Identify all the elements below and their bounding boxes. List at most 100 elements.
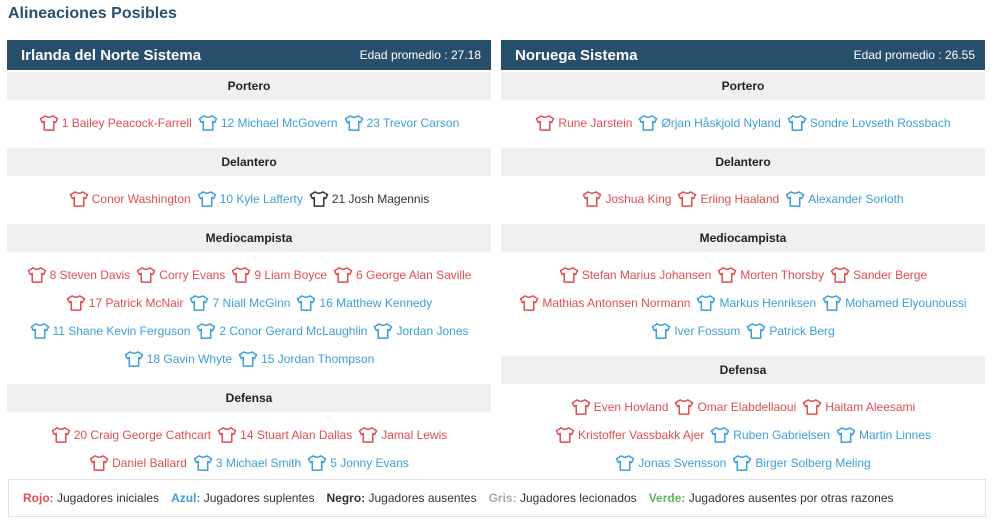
legend-text: Jugadores suplentes [203, 491, 315, 505]
player-link[interactable]: 17 Patrick McNair [66, 294, 183, 312]
player-link[interactable]: Even Hovland [571, 398, 668, 416]
player-link[interactable]: Jamal Lewis [358, 426, 447, 444]
position-header: Delantero [501, 148, 985, 176]
shirt-icon [51, 427, 71, 443]
player-name: Haitam Aleesami [825, 400, 916, 414]
shirt-icon [710, 427, 730, 443]
team-name[interactable]: Noruega Sistema [515, 46, 638, 64]
legend-text: Jugadores ausentes [368, 491, 477, 505]
shirt-icon [197, 191, 216, 207]
shirt-icon [297, 295, 316, 311]
legend-key: Verde: [648, 491, 686, 505]
player-link[interactable]: 20 Craig George Cathcart [51, 426, 211, 444]
player-link[interactable]: 9 Liam Boyce [231, 266, 327, 284]
player-link[interactable]: Morten Thorsby [717, 266, 824, 284]
shirt-icon [124, 351, 144, 367]
player-link[interactable]: Alexander Sorloth [785, 190, 904, 208]
legend-text: Jugadores ausentes por otras razones [688, 491, 894, 505]
team-name[interactable]: Irlanda del Norte Sistema [21, 46, 202, 64]
player-link[interactable]: 5 Jonny Evans [307, 454, 409, 472]
player-row: Joshua King Erling Haaland Alexander Sorlo… [501, 185, 985, 213]
player-name: 6 George Alan Saville [356, 268, 472, 282]
player-link[interactable]: 6 George Alan Saville [333, 266, 471, 284]
shirt-icon [69, 191, 89, 207]
player-name: Stefan Marius Johansen [581, 268, 712, 282]
shirt-icon [190, 295, 209, 311]
player-link[interactable]: Rune Jarstein [535, 114, 632, 132]
shirt-icon [802, 399, 822, 415]
shirt-icon [358, 427, 378, 443]
player-link[interactable]: Mohamed Elyounoussi [822, 294, 967, 312]
player-name: Markus Henriksen [719, 296, 817, 310]
player-name: 21 Josh Magennis [331, 192, 430, 206]
player-link[interactable]: Daniel Ballard [89, 454, 187, 472]
player-row: 8 Steven Davis Corry Evans 9 Liam Boyce 6 G… [7, 261, 491, 289]
player-link[interactable]: Markus Henriksen [696, 294, 816, 312]
player-link[interactable]: Birger Solberg Meling [732, 454, 871, 472]
player-link[interactable]: 14 Stuart Alan Dallas [217, 426, 352, 444]
player-name: Corry Evans [159, 268, 226, 282]
player-name: 20 Craig George Cathcart [73, 428, 212, 442]
player-link[interactable]: Erling Haaland [677, 190, 779, 208]
player-link[interactable]: Omar Elabdellaoui [674, 398, 796, 416]
player-link[interactable]: Ørjan Håskjold Nyland [638, 114, 781, 132]
player-group: Stefan Marius Johansen Morten Thorsby Sand… [501, 252, 985, 354]
player-name: 7 Niall McGinn [212, 296, 291, 310]
shirt-icon [559, 267, 579, 283]
shirt-icon [27, 267, 46, 283]
shirt-icon [374, 323, 393, 339]
player-link[interactable]: Mathias Antonsen Normann [519, 294, 690, 312]
player-name: Ørjan Håskjold Nyland [661, 116, 781, 130]
player-link[interactable]: 2 Conor Gerard McLaughlin [196, 322, 367, 340]
page-title: Alineaciones Posibles [8, 5, 177, 22]
player-link[interactable]: 16 Matthew Kennedy [296, 294, 432, 312]
player-link[interactable]: Haitam Aleesami [802, 398, 915, 416]
player-name: Ruben Gabrielsen [733, 428, 830, 442]
average-age: Edad promedio : 27.18 [359, 48, 481, 62]
player-link[interactable]: 23 Trevor Carson [344, 114, 459, 132]
player-link[interactable]: 1 Bailey Peacock-Farrell [39, 114, 192, 132]
position-header: Portero [501, 72, 985, 100]
player-link[interactable]: Kristoffer Vassbakk Ajer [555, 426, 704, 444]
player-link[interactable]: Iver Fossum [651, 322, 740, 340]
player-link[interactable]: 21 Josh Magennis [309, 190, 429, 208]
position-header: Defensa [501, 356, 985, 384]
player-link[interactable]: 3 Michael Smith [193, 454, 301, 472]
position-header: Mediocampista [7, 224, 491, 252]
legend-key: Negro: [326, 491, 366, 505]
shirt-icon [39, 115, 59, 131]
shirt-icon [717, 267, 737, 283]
player-link[interactable]: 10 Kyle Lafferty [197, 190, 303, 208]
player-link[interactable]: 7 Niall McGinn [189, 294, 290, 312]
player-link[interactable]: Stefan Marius Johansen [559, 266, 711, 284]
player-name: 9 Liam Boyce [254, 268, 328, 282]
player-link[interactable]: 12 Michael McGovern [198, 114, 338, 132]
player-link[interactable]: Sander Berge [830, 266, 927, 284]
shirt-icon [733, 455, 752, 471]
team-panel-home: Irlanda del Norte Sistema Edad promedio … [7, 40, 491, 486]
legend-item: Verde: Jugadores ausentes por otras razo… [649, 491, 894, 505]
player-link[interactable]: Sondre Lovseth Rossbach [787, 114, 951, 132]
player-name: Sander Berge [853, 268, 928, 282]
player-link[interactable]: Corry Evans [136, 266, 225, 284]
player-link[interactable]: Patrick Berg [746, 322, 835, 340]
player-name: 3 Michael Smith [215, 456, 302, 470]
player-link[interactable]: 11 Shane Kevin Ferguson [30, 322, 190, 340]
player-name: 2 Conor Gerard McLaughlin [219, 324, 368, 338]
player-link[interactable]: Martin Linnes [836, 426, 931, 444]
player-link[interactable]: Jordan Jones [373, 322, 469, 340]
player-link[interactable]: 15 Jordan Thompson [238, 350, 374, 368]
player-row: 20 Craig George Cathcart 14 Stuart Alan D… [7, 421, 491, 449]
player-link[interactable]: Conor Washington [69, 190, 191, 208]
player-link[interactable]: Ruben Gabrielsen [710, 426, 830, 444]
player-link[interactable]: 18 Gavin Whyte [124, 350, 232, 368]
shirt-icon [89, 455, 109, 471]
player-name: Erling Haaland [700, 192, 780, 206]
player-link[interactable]: Joshua King [582, 190, 671, 208]
shirt-icon [238, 351, 258, 367]
player-link[interactable]: 8 Steven Davis [27, 266, 130, 284]
position-header: Portero [7, 72, 491, 100]
team-header: Irlanda del Norte Sistema Edad promedio … [7, 40, 491, 70]
player-link[interactable]: Jonas Svensson [615, 454, 726, 472]
player-row: 18 Gavin Whyte 15 Jordan Thompson [7, 345, 491, 373]
